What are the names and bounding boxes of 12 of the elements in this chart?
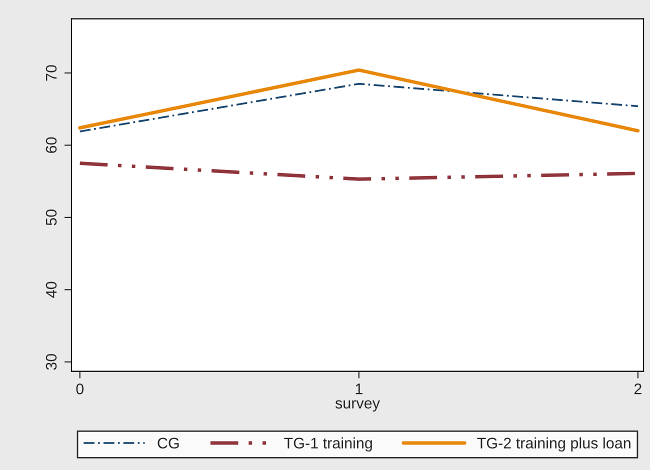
y-tick-label: 50: [46, 210, 57, 226]
x-axis-title: survey: [335, 400, 380, 412]
legend-label: CG: [158, 438, 179, 449]
x-tick-label: 1: [356, 384, 362, 394]
x-tick-label: 0: [76, 384, 84, 394]
legend-label: TG-1 training: [284, 437, 372, 452]
y-tick-label: 40: [46, 282, 57, 298]
legend-label: TG-2 training plus loan: [477, 437, 630, 452]
y-tick-label: 70: [46, 65, 57, 81]
x-tick-label: 2: [634, 384, 642, 394]
y-tick-label: 30: [46, 354, 57, 370]
y-tick-label: 60: [46, 137, 57, 153]
